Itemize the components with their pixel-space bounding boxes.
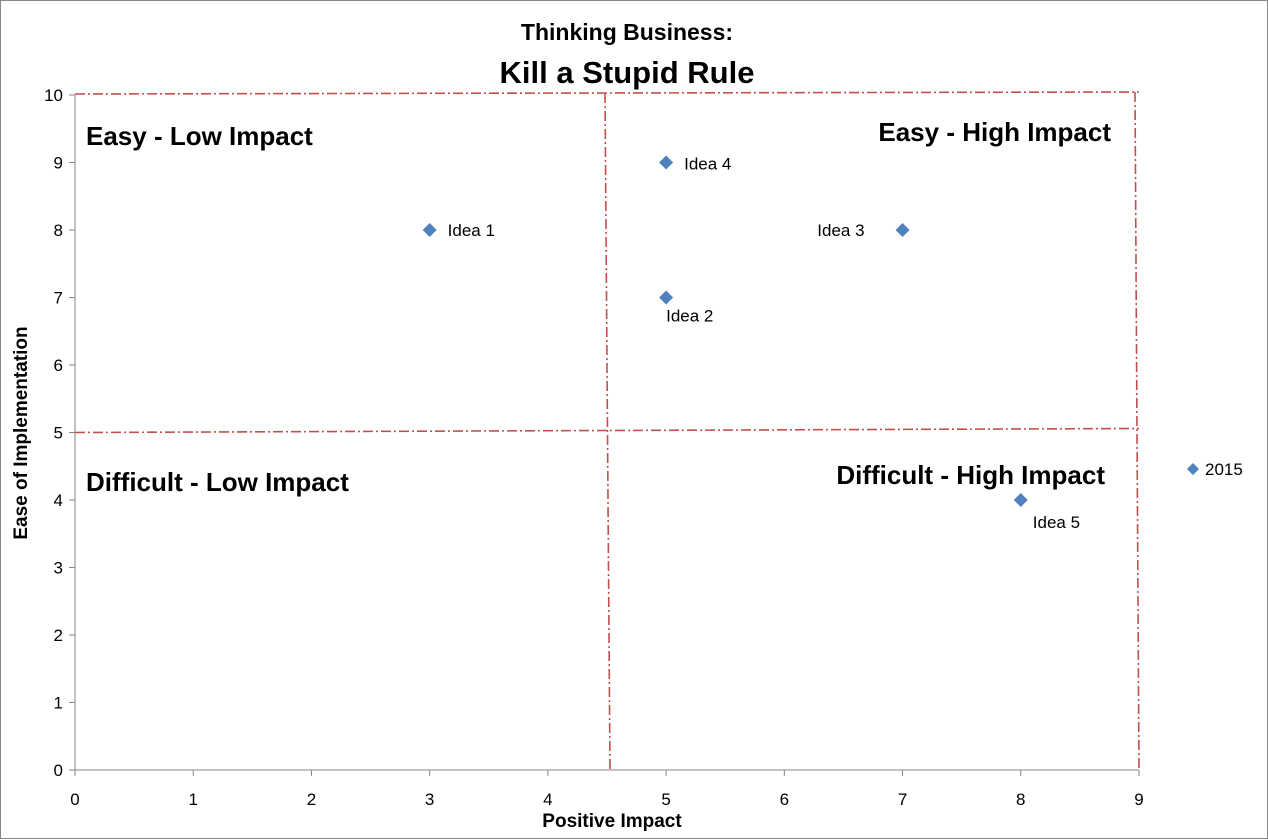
data-label: Idea 2 <box>666 307 713 326</box>
y-tick-label: 2 <box>54 626 63 645</box>
data-point <box>422 223 437 237</box>
legend: 2015 <box>1187 460 1243 479</box>
data-label: Idea 1 <box>448 221 495 240</box>
data-point <box>659 290 674 305</box>
x-tick-label: 5 <box>661 790 670 809</box>
divider-horizontal <box>74 427 1140 434</box>
x-tick-label: 9 <box>1134 790 1143 809</box>
x-tick-label: 7 <box>898 790 907 809</box>
quadrant-label-top-right: Easy - High Impact <box>878 117 1111 147</box>
legend-label: 2015 <box>1205 460 1243 479</box>
y-tick-label: 10 <box>44 86 63 105</box>
chart-title-line2: Kill a Stupid Rule <box>500 55 755 90</box>
y-tick-label: 3 <box>54 559 63 578</box>
data-label: Idea 4 <box>684 155 731 174</box>
divider-right-border <box>1134 91 1140 771</box>
x-tick-label: 0 <box>70 790 79 809</box>
x-tick-label: 3 <box>425 790 434 809</box>
y-axis-label: Ease of Implementation <box>11 326 32 539</box>
y-tick-label: 6 <box>54 356 63 375</box>
y-tick-label: 9 <box>54 154 63 173</box>
axes: 0 1 2 3 4 5 6 7 8 9 10 0 1 2 3 4 5 6 7 8 9 <box>44 86 1144 809</box>
y-tick-label: 0 <box>54 761 63 780</box>
x-tick-label: 6 <box>780 790 789 809</box>
data-label: Idea 3 <box>817 221 864 240</box>
quadrant-label-top-left: Easy - Low Impact <box>86 121 313 151</box>
x-tick-label: 8 <box>1016 790 1025 809</box>
divider-vertical <box>604 92 611 771</box>
y-tick-label: 4 <box>54 491 63 510</box>
data-label: Idea 5 <box>1033 513 1080 532</box>
quadrant-dividers <box>74 91 1140 771</box>
data-points: Idea 1 Idea 4 Idea 3 Idea 2 Idea 5 <box>422 155 1080 532</box>
y-tick-label: 8 <box>54 221 63 240</box>
data-point <box>659 155 674 170</box>
x-tick-label: 2 <box>307 790 316 809</box>
data-point <box>895 223 910 237</box>
y-tick-label: 1 <box>54 694 63 713</box>
quadrant-label-bottom-right: Difficult - High Impact <box>836 460 1105 490</box>
divider-top-border <box>74 91 1140 95</box>
data-point <box>1013 493 1028 507</box>
y-tick-label: 5 <box>54 424 63 443</box>
y-tick-label: 7 <box>54 289 63 308</box>
legend-marker <box>1187 463 1199 475</box>
x-tick-label: 4 <box>543 790 552 809</box>
x-tick-label: 1 <box>188 790 197 809</box>
x-axis-label: Positive Impact <box>542 811 682 832</box>
quadrant-label-bottom-left: Difficult - Low Impact <box>86 467 349 497</box>
chart-title-line1: Thinking Business: <box>521 19 733 45</box>
